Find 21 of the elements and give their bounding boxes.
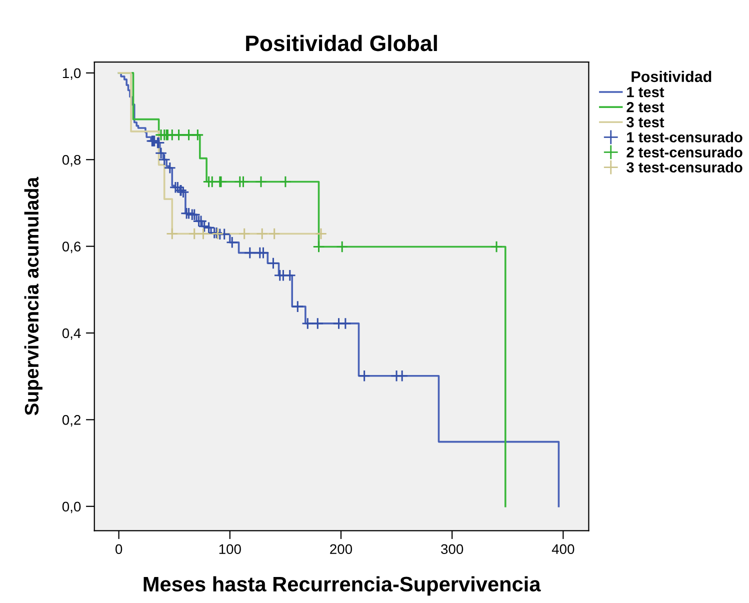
legend-label: 1 test-censurado xyxy=(627,132,742,142)
y-tick-label: 0,8 xyxy=(62,154,81,166)
x-tick-label: 200 xyxy=(330,544,352,554)
x-tick-label: 300 xyxy=(441,544,464,554)
y-tick-label: 1,0 xyxy=(62,68,81,80)
legend-label: 2 test-censurado xyxy=(626,146,742,158)
legend-label: 3 test-censurado xyxy=(626,162,742,173)
chart-title: Positividad Global xyxy=(246,34,437,52)
y-tick-label: 0,0 xyxy=(62,502,81,514)
legend-label: 1 test xyxy=(627,87,664,98)
x-axis-title: Meses hasta Recurrencia-Supervivencia xyxy=(144,576,541,596)
y-tick-label: 0,2 xyxy=(62,415,80,426)
y-axis-title: Supervivencia acumulada xyxy=(24,176,42,416)
legend-title: Positividad xyxy=(632,70,712,82)
y-tick-label: 0,4 xyxy=(62,328,81,340)
y-tick-label: 0,6 xyxy=(62,242,81,254)
x-tick-label: 400 xyxy=(552,544,574,554)
x-tick-label: 0 xyxy=(115,544,122,554)
legend-label: 2 test xyxy=(626,102,664,112)
legend-label: 3 test xyxy=(626,117,664,128)
x-tick-label: 100 xyxy=(219,544,241,554)
